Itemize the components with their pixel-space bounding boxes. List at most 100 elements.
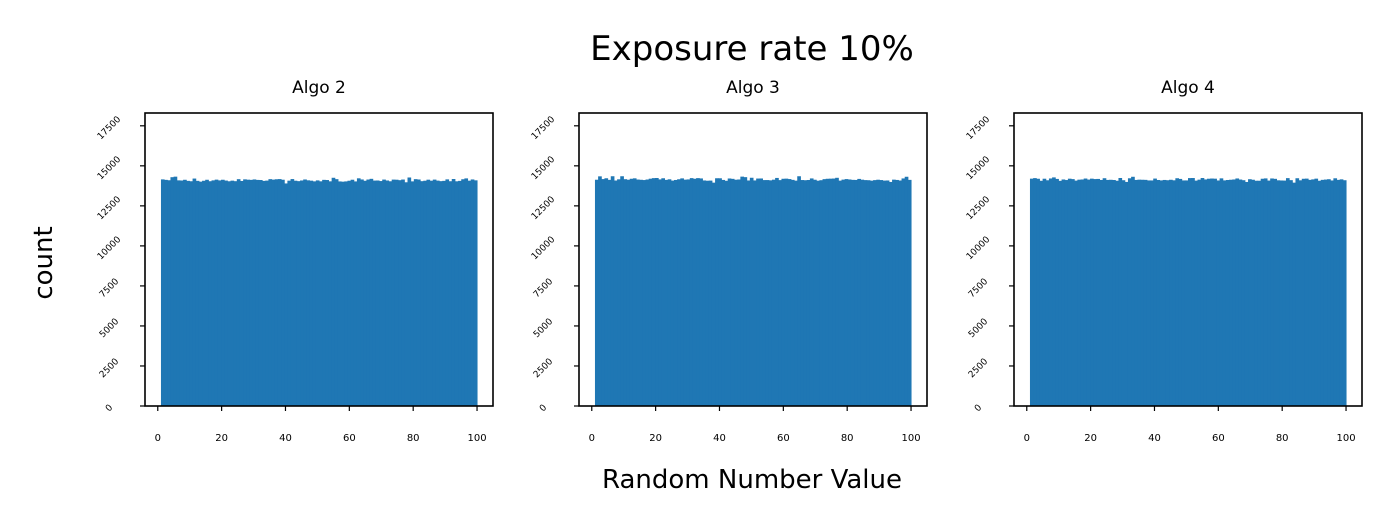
histogram-bar (737, 179, 741, 406)
histogram-bar (1314, 178, 1319, 406)
x-tick-label: 20 (1084, 433, 1097, 444)
histogram-bar (1162, 179, 1167, 406)
histogram-bar (445, 179, 450, 406)
histogram-bar (607, 179, 612, 406)
histogram-bar (724, 180, 729, 406)
x-tick-label: 60 (343, 433, 356, 444)
histogram-bar (743, 177, 748, 406)
histogram-bar (765, 180, 770, 406)
histogram-bar (300, 180, 304, 406)
y-tick-label: 10000 (96, 235, 124, 263)
histogram-bar (337, 181, 342, 406)
x-tick-label: 0 (155, 433, 161, 444)
histogram-bar (800, 180, 805, 406)
histogram-bar (1292, 182, 1296, 406)
histogram-bar (1156, 179, 1161, 406)
histogram-bar (1206, 178, 1211, 406)
histogram-bar (382, 179, 386, 406)
histogram-bar (594, 179, 599, 406)
histogram-bar (1169, 179, 1173, 406)
histogram-bar (1042, 178, 1047, 406)
histogram-bar (1067, 178, 1072, 406)
histogram-bar (702, 180, 707, 406)
histogram-bar (255, 179, 260, 406)
histogram-bar (746, 180, 751, 406)
x-tick-label: 100 (467, 433, 486, 444)
x-tick-label: 100 (901, 433, 920, 444)
x-tick-label: 80 (1276, 433, 1289, 444)
histogram-bar (749, 177, 754, 406)
histogram-bar (803, 180, 808, 406)
histogram-bar (771, 179, 776, 406)
subplot-1: Algo 2 0 20 40 60 80 100 0 2500 5000 7500 10000 1250… (96, 78, 494, 444)
x-tick-label: 0 (1024, 433, 1030, 444)
histogram-bar (379, 181, 383, 406)
histogram-bar (1282, 180, 1287, 406)
histogram-bar (173, 176, 178, 406)
histogram-bar (464, 178, 469, 406)
histogram-bar (857, 178, 861, 406)
histogram-bar (692, 178, 697, 406)
histogram-bar (1308, 179, 1312, 406)
histogram-bar (1108, 179, 1113, 406)
histogram-bar (1077, 179, 1082, 406)
histogram-bar (262, 180, 266, 406)
figure-title: Exposure rate 10% (590, 29, 914, 69)
histogram-bar (1083, 178, 1088, 406)
histogram-bar (435, 180, 440, 406)
y-tick-label: 0 (538, 403, 549, 414)
histogram-bar (391, 179, 396, 406)
histogram-bar (189, 181, 194, 406)
histogram-bar (1279, 180, 1284, 406)
histogram-bar (841, 179, 846, 406)
histogram-bar (1260, 178, 1265, 406)
histogram-bar (655, 178, 659, 406)
histogram-bar (217, 180, 222, 406)
histogram-bar (1071, 179, 1075, 406)
histogram-bar (1115, 180, 1119, 406)
histogram-bar (863, 180, 868, 406)
histogram-bar (832, 178, 836, 406)
histogram-bar (398, 180, 402, 406)
histogram-bar (1203, 179, 1208, 406)
histogram-bar (1225, 179, 1230, 406)
histogram-bar (882, 180, 887, 406)
histogram-bar (1039, 180, 1044, 406)
x-axis-label: Random Number Value (602, 465, 902, 495)
histogram-bar (454, 181, 459, 406)
histogram-bar (759, 178, 763, 406)
histogram-bar (904, 176, 909, 406)
x-tick-label: 40 (1148, 433, 1161, 444)
x-tick-label: 60 (777, 433, 790, 444)
histogram-bar (1210, 178, 1214, 406)
histogram-bar (686, 179, 691, 406)
histogram-bar (1216, 180, 1221, 406)
y-tick-label: 7500 (98, 277, 121, 300)
histogram-bar (689, 178, 694, 406)
x-tick-label: 0 (589, 433, 595, 444)
y-tick-label: 7500 (532, 277, 555, 300)
histogram-bar (838, 180, 842, 406)
histogram-bar (1257, 180, 1262, 406)
histogram-bar (617, 179, 621, 406)
histogram-bar (658, 179, 662, 406)
histogram-bar (341, 181, 345, 406)
histogram-bar (677, 179, 681, 406)
histogram-bar (221, 179, 225, 406)
histogram-bar (847, 179, 852, 406)
histogram-bar (176, 180, 181, 406)
y-tick-label: 15000 (96, 155, 124, 183)
histogram-bar (683, 179, 688, 406)
histogram-bar (1080, 179, 1085, 406)
histogram-bar (651, 178, 656, 406)
y-axis-label: count (29, 226, 59, 299)
histogram-bar (756, 178, 760, 406)
histogram-bar (183, 179, 187, 406)
histogram-bar (850, 179, 855, 406)
histogram-bar (895, 179, 899, 406)
y-tick-label: 17500 (96, 115, 124, 143)
histogram-bar (1127, 178, 1132, 406)
histogram-bar (673, 179, 678, 406)
histogram-bar (1298, 180, 1303, 406)
histogram-bar (740, 176, 745, 406)
